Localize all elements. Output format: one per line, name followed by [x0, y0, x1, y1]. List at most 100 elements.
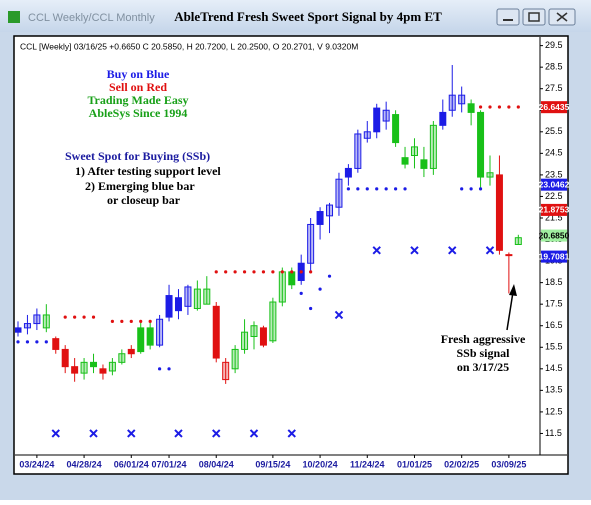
- resistance-dot: [261, 270, 266, 274]
- candle-body: [222, 361, 230, 381]
- info-line: CCL [Weekly] 03/16/25 +0.6650 C 20.5850,…: [20, 41, 358, 51]
- resistance-dot: [290, 270, 294, 274]
- x-signal: [334, 310, 344, 320]
- support-dot: [309, 306, 313, 311]
- candle-body: [288, 271, 296, 286]
- x-tick-label: 09/15/24: [255, 459, 290, 469]
- x-tick-label: 03/09/25: [491, 459, 526, 469]
- candle-body: [467, 103, 475, 113]
- candle-body: [316, 211, 324, 225]
- x-tick-label: 04/28/24: [67, 459, 102, 469]
- resistance-dot: [139, 319, 143, 324]
- candle-body: [335, 178, 343, 208]
- support-dot: [365, 187, 369, 191]
- x-tick-label: 02/02/25: [444, 459, 479, 469]
- support-dot: [318, 287, 322, 291]
- y-tick-label: 23.5: [545, 169, 563, 179]
- resistance-dot: [73, 315, 77, 319]
- annotation: on 3/17/25: [457, 360, 509, 374]
- resistance-dot: [280, 270, 284, 274]
- resistance-dot: [91, 315, 96, 319]
- resistance-dot: [507, 105, 511, 109]
- x-signal: [410, 246, 419, 255]
- x-signal: [51, 429, 60, 438]
- price-label: 20.6850: [539, 230, 570, 240]
- y-tick-label: 15.5: [545, 342, 563, 352]
- candle-body: [80, 361, 88, 374]
- price-label-box: [541, 229, 567, 242]
- resistance-dot: [82, 315, 86, 319]
- x-signal: [212, 429, 221, 438]
- candle-body: [486, 172, 494, 178]
- candle-body: [354, 133, 362, 169]
- y-tick-label: 18.5: [545, 277, 563, 287]
- candle-body: [458, 94, 466, 105]
- resistance-dot: [497, 105, 502, 109]
- app-icon: [8, 11, 20, 23]
- y-tick-label: 24.5: [545, 148, 563, 158]
- resistance-dot: [224, 270, 228, 274]
- support-dot: [460, 187, 464, 191]
- candle-body: [99, 368, 107, 374]
- support-dot: [16, 340, 20, 344]
- candle-body: [259, 327, 267, 346]
- candle-body: [382, 109, 390, 122]
- x-signal: [127, 429, 136, 438]
- candle-body: [42, 314, 50, 329]
- resistance-dot: [214, 270, 218, 274]
- support-dot: [44, 340, 48, 344]
- annotation: Sweet Spot for Buying (SSb): [65, 149, 210, 163]
- support-dot: [375, 187, 379, 191]
- candle-body: [250, 325, 258, 337]
- x-tick-label: 08/04/24: [199, 459, 234, 469]
- y-tick-label: 21.5: [545, 212, 563, 222]
- resistance-dot: [129, 319, 133, 324]
- y-tick-label: 12.5: [545, 406, 563, 416]
- candle-body: [495, 174, 503, 251]
- resistance-dot: [299, 270, 303, 274]
- candle-body: [71, 366, 79, 374]
- candle-body: [184, 286, 192, 307]
- support-dot: [35, 340, 39, 344]
- y-tick-label: 29.5: [545, 40, 563, 50]
- resistance-dot: [516, 105, 520, 109]
- minimize-button[interactable]: [496, 8, 520, 26]
- price-label: 26.6435: [539, 102, 570, 112]
- title-bar: [0, 0, 591, 32]
- support-dot: [356, 187, 360, 191]
- price-label: 23.0462: [539, 179, 570, 189]
- candle-body: [90, 361, 98, 368]
- x-signal: [448, 246, 457, 255]
- candle-body: [278, 271, 286, 303]
- candle-body: [165, 295, 173, 318]
- y-tick-label: 27.5: [545, 83, 563, 93]
- candle-body: [373, 107, 381, 133]
- candle-body: [410, 146, 418, 157]
- candle-body: [269, 301, 277, 342]
- annotation: Fresh aggressive: [441, 332, 526, 346]
- chart-title: AbleTrend Fresh Sweet Sport Signal by 4p…: [174, 9, 442, 24]
- annotation: SSb signal: [456, 346, 510, 360]
- candle-body: [241, 331, 249, 350]
- price-label: 21.8753: [539, 205, 570, 215]
- resistance-dot: [110, 319, 114, 324]
- x-signal: [485, 246, 495, 255]
- candle-body: [146, 327, 154, 346]
- candle-body: [212, 305, 220, 359]
- support-dot: [167, 367, 171, 371]
- maximize-button[interactable]: [522, 8, 546, 26]
- support-dot: [346, 187, 350, 191]
- y-tick-label: 17.5: [545, 299, 563, 309]
- candle-body: [326, 204, 334, 217]
- annotation: Sell on Red: [109, 80, 167, 94]
- candle-body: [429, 124, 437, 169]
- support-dot: [394, 187, 398, 191]
- price-label-box: [541, 203, 567, 216]
- candle-body: [392, 114, 400, 144]
- candle-body: [61, 348, 69, 368]
- window-buttons[interactable]: [496, 8, 576, 26]
- support-dot: [384, 187, 388, 191]
- candle-body: [118, 353, 126, 363]
- x-tick-label: 07/01/24: [152, 459, 187, 469]
- price-label-box: [541, 101, 567, 114]
